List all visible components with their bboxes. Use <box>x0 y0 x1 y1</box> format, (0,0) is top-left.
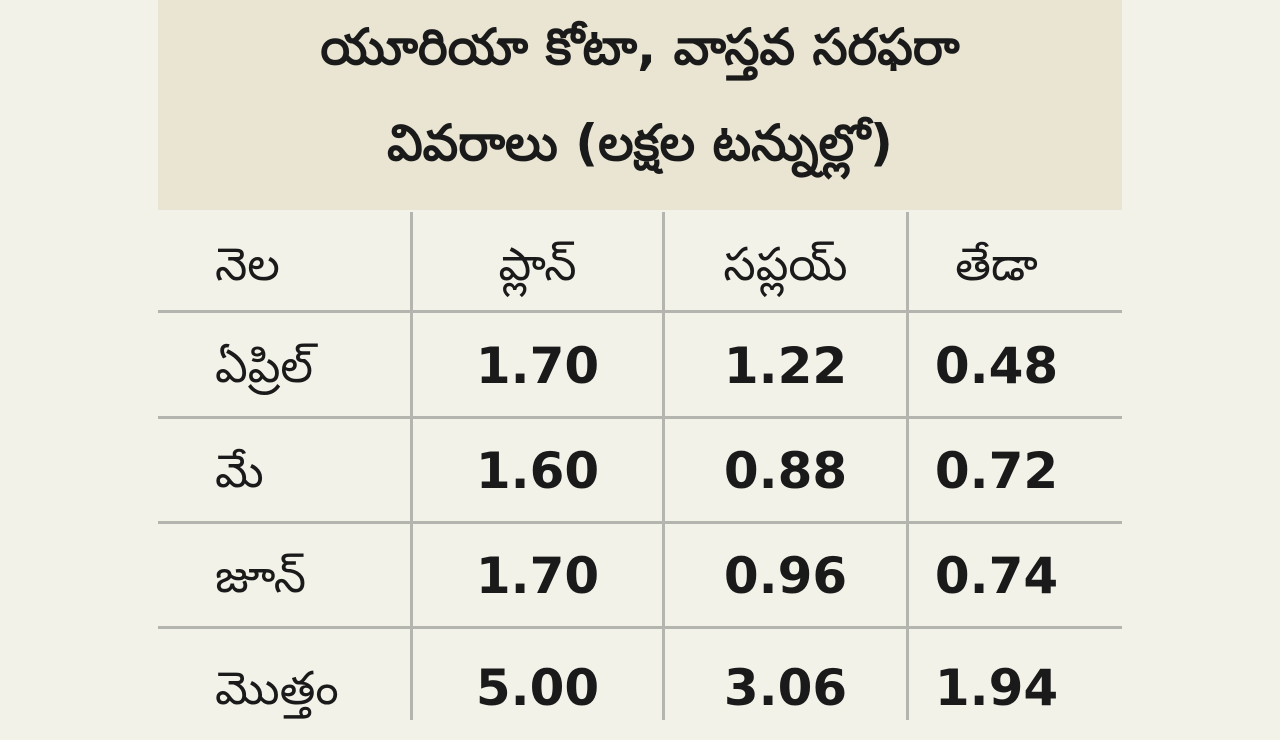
table-cell: 1.60 <box>475 442 600 500</box>
table-cell: 1.94 <box>934 659 1059 717</box>
column-divider <box>906 212 909 720</box>
column-divider <box>662 212 665 720</box>
table-cell: 1.70 <box>475 547 600 605</box>
column-header: తేడా <box>955 237 1038 291</box>
title-line: వివరాలు (లక్షల టన్నుల్లో) <box>387 114 893 172</box>
column-header: నెల <box>215 237 280 291</box>
row-label: మొత్తం <box>215 661 339 715</box>
row-label: ఏప్రిల్ <box>215 339 314 393</box>
table-cell: 0.74 <box>934 547 1059 605</box>
column-divider <box>410 212 413 720</box>
row-divider <box>158 521 1122 524</box>
table-cell: 5.00 <box>475 659 600 717</box>
title-line: యూరియా కోటా, వాస్తవ సరఫరా <box>320 18 960 76</box>
table-cell: 0.96 <box>723 547 848 605</box>
row-divider <box>158 416 1122 419</box>
table-cell: 0.88 <box>723 442 848 500</box>
row-label: మే <box>215 444 264 498</box>
row-label: జూన్ <box>215 549 307 603</box>
column-header: సప్లయ్ <box>723 237 848 291</box>
table-cell: 0.72 <box>934 442 1059 500</box>
table-cell: 1.22 <box>723 337 848 395</box>
table-cell: 0.48 <box>934 337 1059 395</box>
column-header: ప్లాన్ <box>498 237 577 291</box>
table-cell: 3.06 <box>723 659 848 717</box>
row-divider <box>158 310 1122 313</box>
page: యూరియా కోటా, వాస్తవ సరఫరా వివరాలు (లక్షల… <box>158 0 1122 720</box>
row-divider <box>158 626 1122 629</box>
table-cell: 1.70 <box>475 337 600 395</box>
title-box: యూరియా కోటా, వాస్తవ సరఫరా వివరాలు (లక్షల… <box>158 0 1122 210</box>
